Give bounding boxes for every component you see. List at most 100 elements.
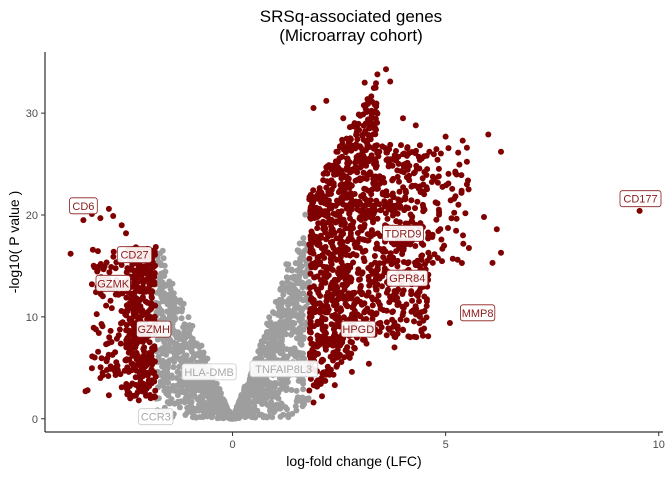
gene-point-significant — [370, 217, 376, 224]
gene-point-significant — [345, 246, 351, 253]
gene-point-significant — [396, 219, 403, 226]
gene-point-significant — [118, 222, 125, 229]
gene-point-significant — [357, 282, 364, 289]
gene-point-significant — [390, 308, 396, 315]
gene-point-significant — [323, 298, 330, 305]
gene-point-significant — [435, 173, 442, 180]
gene-point-nonsignificant — [269, 350, 276, 357]
gene-point-significant — [433, 146, 440, 153]
gene-point-significant — [329, 291, 336, 298]
gene-point-significant — [383, 319, 390, 326]
gene-point-significant — [307, 375, 314, 382]
gene-point-nonsignificant — [178, 315, 185, 322]
gene-point-significant — [360, 136, 367, 143]
gene-point-significant — [97, 375, 104, 381]
gene-point-significant — [123, 385, 130, 392]
gene-point-significant — [131, 327, 138, 334]
gene-point-significant — [489, 259, 496, 266]
gene-point-significant — [336, 227, 343, 234]
gene-point-significant — [335, 170, 342, 177]
gene-point-significant — [389, 193, 396, 199]
gene-point-significant — [110, 253, 117, 260]
gene-label-text: GZMK — [97, 278, 129, 290]
gene-point-significant — [369, 311, 376, 318]
gene-point-nonsignificant — [263, 378, 270, 385]
gene-point-nonsignificant — [275, 323, 282, 330]
gene-point-significant — [360, 160, 367, 167]
gene-point-significant — [361, 79, 368, 86]
gene-point-significant — [132, 311, 139, 318]
gene-point-significant — [400, 245, 407, 252]
gene-point-nonsignificant — [182, 395, 189, 402]
gene-point-nonsignificant — [242, 391, 249, 398]
gene-point-significant — [328, 321, 335, 328]
gene-point-nonsignificant — [179, 336, 186, 343]
gene-point-significant — [119, 290, 126, 297]
gene-point-significant — [373, 109, 380, 116]
gene-point-significant — [90, 324, 97, 331]
gene-point-significant — [413, 291, 420, 298]
gene-point-nonsignificant — [299, 355, 306, 362]
gene-point-significant — [138, 372, 145, 379]
gene-point-significant — [319, 326, 326, 333]
gene-point-significant — [332, 202, 339, 209]
gene-point-significant — [436, 209, 443, 216]
gene-point-significant — [123, 294, 130, 301]
gene-point-nonsignificant — [296, 292, 303, 299]
gene-point-significant — [353, 154, 360, 160]
gene-point-significant — [95, 348, 102, 355]
gene-point-nonsignificant — [165, 361, 172, 368]
gene-point-significant — [323, 236, 330, 243]
gene-point-nonsignificant — [283, 331, 289, 338]
gene-point-significant — [387, 78, 394, 85]
gene-point-significant — [357, 175, 363, 182]
gene-point-nonsignificant — [293, 387, 300, 394]
gene-point-significant — [369, 279, 376, 286]
gene-point-significant — [386, 299, 393, 306]
gene-point-nonsignificant — [185, 314, 192, 321]
gene-point-significant — [306, 387, 313, 394]
gene-point-nonsignificant — [170, 364, 177, 371]
gene-point-significant — [327, 283, 334, 290]
gene-point-nonsignificant — [292, 403, 299, 410]
y-tick-label: 10 — [26, 312, 38, 324]
gene-point-nonsignificant — [264, 329, 270, 335]
gene-point-nonsignificant — [168, 372, 175, 379]
gene-point-significant — [343, 164, 350, 171]
gene-point-significant — [351, 307, 358, 314]
gene-point-significant — [364, 108, 370, 115]
gene-point-significant — [342, 347, 349, 354]
gene-point-nonsignificant — [182, 352, 189, 359]
gene-point-significant — [340, 201, 346, 208]
gene-point-significant — [365, 100, 371, 107]
gene-point-significant — [140, 289, 147, 296]
gene-point-significant — [308, 228, 315, 235]
gene-point-significant — [130, 331, 137, 338]
gene-point-significant — [99, 323, 106, 330]
gene-point-nonsignificant — [174, 368, 181, 375]
gene-point-significant — [636, 207, 643, 214]
gene-label-box — [340, 320, 376, 338]
gene-point-significant — [453, 227, 460, 234]
gene-point-nonsignificant — [173, 341, 180, 348]
gene-point-nonsignificant — [224, 407, 231, 414]
gene-point-nonsignificant — [195, 407, 202, 414]
gene-point-significant — [380, 307, 387, 314]
gene-point-significant — [371, 202, 378, 209]
gene-point-significant — [329, 267, 336, 273]
gene-point-significant — [356, 235, 363, 242]
gene-point-significant — [321, 200, 328, 207]
gene-point-nonsignificant — [302, 395, 309, 402]
chart-title: SRSq-associated genes — [260, 7, 442, 26]
gene-point-significant — [439, 245, 446, 252]
gene-point-significant — [409, 182, 416, 189]
gene-point-significant — [342, 149, 349, 156]
gene-point-nonsignificant — [280, 288, 287, 295]
gene-point-significant — [353, 252, 360, 259]
gene-point-nonsignificant — [264, 401, 271, 408]
gene-point-nonsignificant — [292, 260, 299, 267]
gene-point-nonsignificant — [166, 388, 173, 395]
gene-point-significant — [335, 208, 342, 215]
gene-point-significant — [148, 377, 155, 384]
